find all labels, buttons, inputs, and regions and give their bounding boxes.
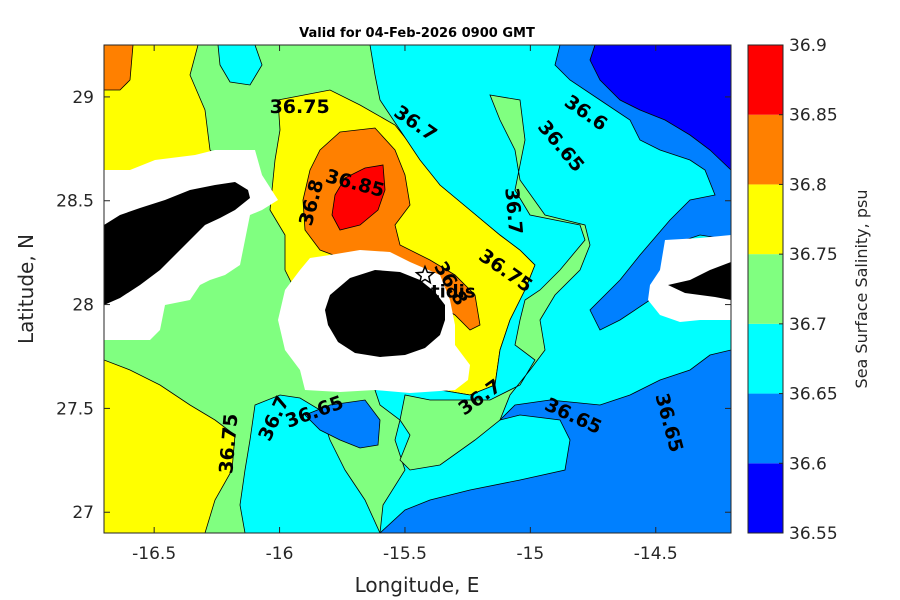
y-axis-ticks: 27 27.5 28 28.5 29: [56, 88, 731, 523]
y-tick-label: 27.5: [56, 399, 94, 419]
colorbar-tick-label: 36.55: [789, 524, 838, 544]
station-star-icon: [414, 264, 436, 285]
colorbar-swatch: [748, 463, 783, 533]
band-36.85-36.9: [331, 164, 386, 231]
colorbar-swatch: [748, 114, 783, 185]
station-marker: tidis: [414, 264, 476, 303]
band-36.7-36.75-east-tongue: [399, 94, 591, 471]
band-36.6-36.65-southeast: [379, 349, 731, 533]
y-tick-label: 27: [72, 503, 94, 523]
band-36.65-36.7-north-patch: [217, 45, 263, 86]
x-tick-label: -14.5: [634, 544, 678, 564]
colorbar-swatch: [748, 323, 783, 394]
band-36.55-36.6: [589, 45, 731, 171]
band-36.65-36.7-west: [239, 394, 381, 533]
colorbar-tick-label: 36.75: [789, 245, 838, 265]
x-tick-label: -15.5: [383, 544, 427, 564]
contour-label: 36.75: [270, 96, 330, 118]
y-tick-label: 28: [72, 296, 94, 316]
salinity-contour-field: [104, 45, 731, 533]
plot-frame: [103, 44, 732, 534]
colorbar-swatch: [748, 184, 783, 255]
x-tick-label: -16.5: [132, 544, 176, 564]
contour-label: 36.7: [500, 187, 526, 236]
y-tick-label: 28.5: [56, 192, 94, 212]
colorbar-tick-label: 36.85: [789, 106, 838, 126]
colorbar-tick-label: 36.9: [789, 36, 827, 56]
gran-canaria-island: [325, 270, 445, 357]
land-mask-fuerteventura: [648, 235, 731, 322]
colorbar-tick-label: 36.7: [789, 315, 827, 335]
chart-title: Valid for 04-Feb-2026 0900 GMT: [299, 26, 535, 41]
band-36.6-36.65-southwest-patch: [304, 399, 381, 449]
colorbar-swatch: [748, 393, 783, 464]
x-axis-label: Longitude, E: [355, 573, 480, 597]
band-36.8-36.85-northwest-corner: [104, 45, 134, 91]
band-36.75-36.8-southwest: [104, 359, 236, 533]
station-name: tidis: [431, 282, 476, 303]
y-axis-label: Latitude, N: [14, 234, 38, 344]
colorbar-tick-label: 36.65: [789, 385, 838, 405]
colorbar: 36.55 36.6 36.65 36.7 36.75 36.8 36.85 36.9: [747, 36, 838, 544]
fuerteventura-island: [668, 262, 731, 300]
colorbar-swatch: [748, 45, 783, 115]
colorbar-label: Sea Surface Salinity, psu: [852, 190, 871, 389]
x-tick-label: -15: [516, 544, 544, 564]
colorbar-tick-label: 36.6: [789, 454, 827, 474]
tenerife-island: [104, 182, 250, 305]
contour-label: 36.75: [215, 413, 242, 475]
y-tick-label: 29: [72, 88, 94, 108]
colorbar-tick-label: 36.8: [789, 175, 827, 195]
colorbar-frame: [747, 44, 784, 534]
x-tick-label: -16: [266, 544, 294, 564]
colorbar-swatch: [748, 254, 783, 324]
x-axis-ticks: -16.5 -16 -15.5 -15 -14.5: [132, 45, 678, 564]
